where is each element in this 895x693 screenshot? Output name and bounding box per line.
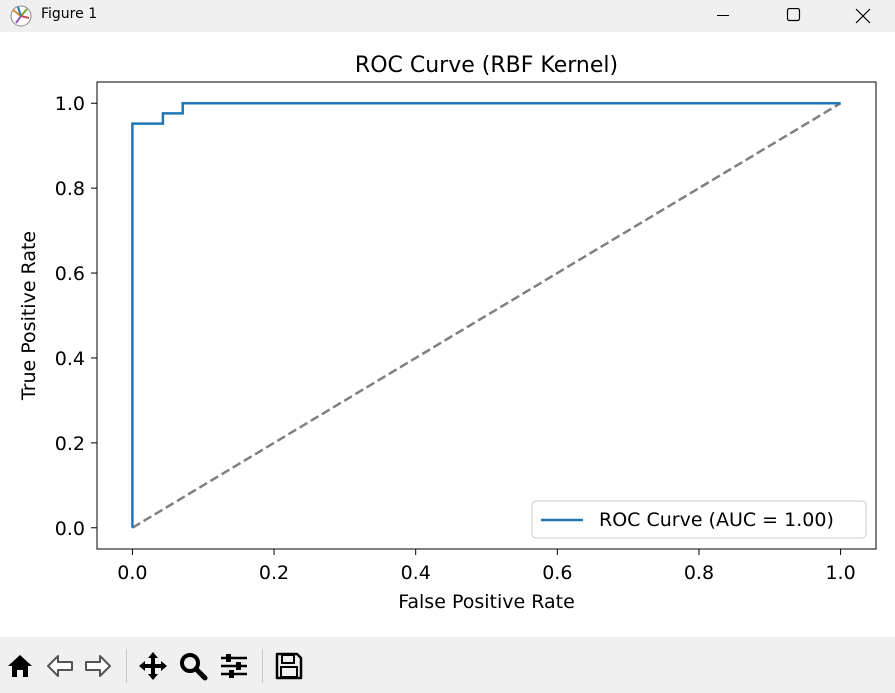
maximize-button[interactable] [770, 0, 816, 32]
toolbar-separator [262, 649, 263, 683]
y-tick-label: 1.0 [55, 93, 85, 115]
window-title: Figure 1 [41, 6, 98, 22]
back-arrow-icon [47, 655, 73, 677]
legend-box [531, 500, 867, 539]
close-button[interactable] [840, 0, 886, 32]
x-tick-label: 0.6 [542, 562, 572, 584]
chart-legend: ROC Curve (AUC = 1.00) [531, 500, 867, 539]
figure-canvas[interactable]: 0.0 0.2 0.4 0.6 0.8 1.0 0.0 0.2 0.4 0.6 0.8 1.0 ROC… [0, 32, 895, 637]
toolbar-separator [126, 649, 127, 683]
pan-button[interactable] [136, 649, 170, 683]
y-tick-label: 0.4 [55, 348, 85, 370]
save-button[interactable] [272, 649, 306, 683]
random-baseline-line [131, 102, 842, 529]
window-titlebar: Figure 1 [0, 0, 895, 32]
legend-label: ROC Curve (AUC = 1.00) [599, 509, 834, 531]
minimize-button[interactable] [700, 0, 746, 32]
x-tick-label: 0.4 [401, 562, 431, 584]
y-tick-label: 0.2 [55, 433, 85, 455]
home-button[interactable] [3, 649, 37, 683]
matplotlib-app-icon [9, 4, 33, 28]
zoom-button[interactable] [176, 649, 210, 683]
forward-arrow-icon [85, 655, 111, 677]
navigation-toolbar [0, 637, 895, 693]
y-tick-label: 0.8 [55, 178, 85, 200]
y-axis-label: True Positive Rate [18, 231, 40, 401]
maximize-icon [786, 8, 801, 22]
back-button[interactable] [43, 649, 77, 683]
y-tick-label: 0.6 [55, 263, 85, 285]
configure-subplots-icon [221, 654, 247, 678]
x-tick-label: 0.8 [684, 562, 714, 584]
x-tick-label: 1.0 [825, 562, 855, 584]
pan-icon [139, 652, 167, 680]
axes-frame [96, 81, 877, 550]
y-tick-label: 0.0 [55, 518, 85, 540]
x-tick-label: 0.2 [259, 562, 289, 584]
save-icon [275, 652, 303, 680]
x-tick-label: 0.0 [117, 562, 147, 584]
chart-title: ROC Curve (RBF Kernel) [355, 53, 618, 78]
configure-subplots-button[interactable] [217, 649, 251, 683]
roc-curve-line [131, 101, 841, 528]
roc-chart: 0.0 0.2 0.4 0.6 0.8 1.0 0.0 0.2 0.4 0.6 0.8 1.0 ROC… [18, 53, 877, 613]
close-icon [855, 8, 871, 24]
minimize-icon [717, 15, 729, 16]
forward-button[interactable] [81, 649, 115, 683]
zoom-icon [180, 653, 208, 681]
home-icon [8, 655, 32, 677]
x-axis-label: False Positive Rate [398, 591, 575, 613]
